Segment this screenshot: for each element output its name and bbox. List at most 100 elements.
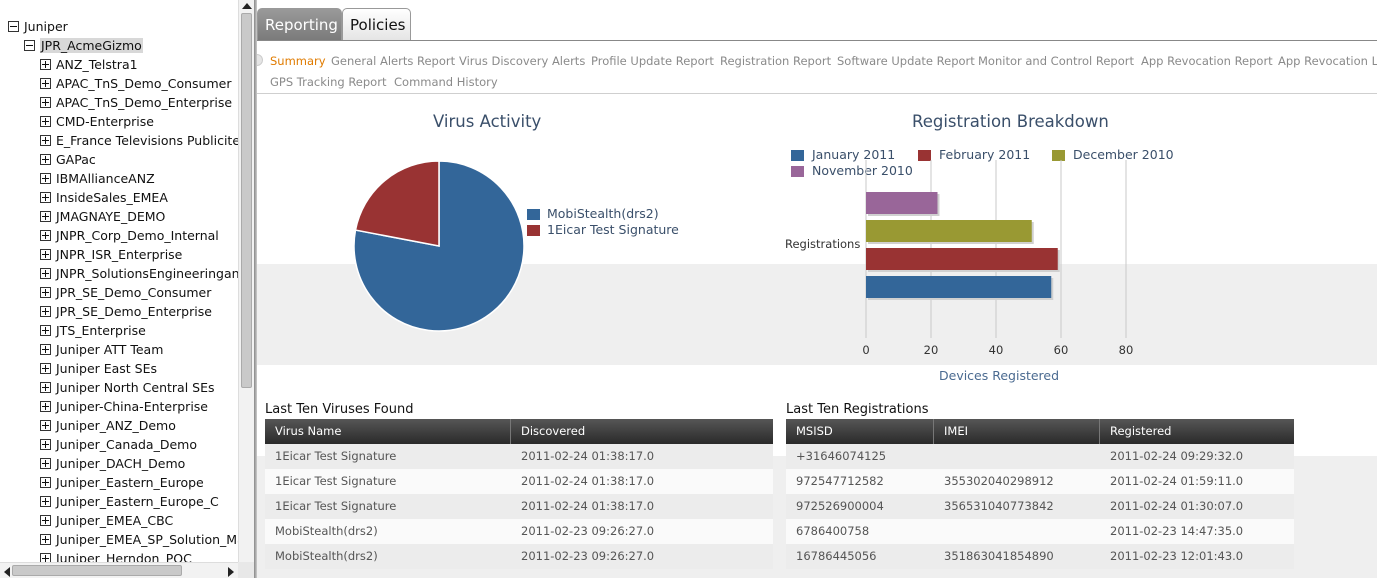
scroll-thumb[interactable] — [241, 13, 252, 388]
expand-icon[interactable] — [40, 116, 51, 127]
tree-node[interactable]: Juniper North Central SEs — [40, 378, 215, 397]
tree-node[interactable]: Juniper_ANZ_Demo — [40, 416, 176, 435]
tree-node[interactable]: APAC_TnS_Demo_Enterprise — [40, 93, 232, 112]
tree-node[interactable]: JPR_SE_Demo_Enterprise — [40, 302, 212, 321]
subnav-link[interactable]: Profile Update Report — [591, 54, 714, 68]
expand-icon[interactable] — [40, 439, 51, 450]
tree-node[interactable]: ANZ_Telstra1 — [40, 55, 138, 74]
table-row[interactable]: 972526900004 356531040773842 2011-02-24 01… — [786, 494, 1294, 519]
expand-icon[interactable] — [40, 401, 51, 412]
expand-icon[interactable] — [40, 325, 51, 336]
panel-splitter[interactable] — [254, 0, 257, 578]
tab-reporting[interactable]: Reporting — [257, 8, 342, 41]
subnav-link[interactable]: Registration Report — [720, 54, 832, 68]
expand-icon[interactable] — [40, 496, 51, 507]
tree-node-selected[interactable]: JPR_AcmeGizmo — [24, 36, 143, 55]
subnav-link[interactable]: Monitor and Control Report — [978, 54, 1135, 68]
tree-node[interactable]: E_France Televisions Publicite — [40, 131, 238, 150]
table-row[interactable]: +31646074125 2011-02-24 09:29:32.0 — [786, 444, 1294, 469]
table-row[interactable]: MobiStealth(drs2) 2011-02-23 09:26:27.0 — [265, 519, 773, 544]
bar[interactable] — [866, 276, 1052, 298]
tree-node[interactable]: Juniper ATT Team — [40, 340, 163, 359]
column-header-discovered[interactable]: Discovered — [521, 424, 586, 438]
subnav-link[interactable]: App Revocation Li — [1278, 54, 1377, 68]
tree-node[interactable]: Juniper_Eastern_Europe — [40, 473, 204, 492]
subnav-link[interactable]: GPS Tracking Report — [270, 75, 387, 89]
expand-icon[interactable] — [40, 477, 51, 488]
expand-icon[interactable] — [40, 154, 51, 165]
expand-icon[interactable] — [40, 287, 51, 298]
bar[interactable] — [866, 220, 1032, 242]
expand-icon[interactable] — [40, 420, 51, 431]
table-row[interactable]: 1Eicar Test Signature 2011-02-24 01:38:17… — [265, 444, 773, 469]
collapse-icon[interactable] — [24, 40, 35, 51]
bar[interactable] — [866, 248, 1058, 270]
expand-icon[interactable] — [40, 268, 51, 279]
expand-icon[interactable] — [40, 382, 51, 393]
expand-icon[interactable] — [40, 135, 51, 146]
tree-node[interactable]: Juniper_Herndon_POC — [40, 549, 192, 562]
tree-node[interactable]: JNPR_SolutionsEngineeringand — [40, 264, 238, 283]
scroll-up-icon[interactable] — [242, 3, 252, 9]
expand-icon[interactable] — [40, 344, 51, 355]
tree-node[interactable]: IBMAllianceANZ — [40, 169, 155, 188]
subnav-link[interactable]: Software Update Report — [837, 54, 975, 68]
tree-node[interactable]: APAC_TnS_Demo_Consumer — [40, 74, 231, 93]
tree-horizontal-scrollbar[interactable] — [0, 562, 238, 578]
column-header-msisd[interactable]: MSISD — [786, 419, 934, 444]
expand-icon[interactable] — [40, 230, 51, 241]
table-row[interactable]: 6786400758 2011-02-23 14:47:35.0 — [786, 519, 1294, 544]
tree-node[interactable]: JNPR_ISR_Enterprise — [40, 245, 182, 264]
expand-icon[interactable] — [40, 173, 51, 184]
subnav-link[interactable]: General Alerts Report — [331, 54, 456, 68]
tree-vertical-scrollbar[interactable] — [238, 0, 254, 562]
subnav-link[interactable]: Virus Discovery Alerts — [459, 54, 586, 68]
expand-icon[interactable] — [40, 59, 51, 70]
table-row[interactable]: 1Eicar Test Signature 2011-02-24 01:38:17… — [265, 494, 773, 519]
column-header-virus-name[interactable]: Virus Name — [265, 419, 511, 444]
expand-icon[interactable] — [40, 553, 51, 562]
expand-icon[interactable] — [40, 78, 51, 89]
scroll-right-icon[interactable] — [228, 567, 234, 577]
bar[interactable] — [866, 192, 938, 214]
subnav-link[interactable]: Summary — [270, 54, 326, 68]
tree-node[interactable]: JPR_SE_Demo_Consumer — [40, 283, 211, 302]
expand-icon[interactable] — [40, 458, 51, 469]
table-row[interactable]: MobiStealth(drs2) 2011-02-23 09:26:27.0 — [265, 544, 773, 569]
expand-icon[interactable] — [40, 211, 51, 222]
expand-icon[interactable] — [40, 515, 51, 526]
tree-node[interactable]: Juniper_EMEA_CBC — [40, 511, 173, 530]
column-header-registered[interactable]: Registered — [1110, 424, 1172, 438]
tree-node[interactable]: GAPac — [40, 150, 96, 169]
pie-slice[interactable] — [353, 160, 525, 332]
tab-policies[interactable]: Policies — [342, 8, 411, 41]
tree-node[interactable]: CMD-Enterprise — [40, 112, 154, 131]
table-row[interactable]: 1Eicar Test Signature 2011-02-24 01:38:17… — [265, 469, 773, 494]
expand-icon[interactable] — [40, 192, 51, 203]
tree-node[interactable]: JMAGNAYE_DEMO — [40, 207, 165, 226]
tree-node[interactable]: Juniper-China-Enterprise — [40, 397, 208, 416]
table-row[interactable]: 972547712582 355302040298912 2011-02-24 01… — [786, 469, 1294, 494]
tree-node[interactable]: Juniper East SEs — [40, 359, 157, 378]
tree-node[interactable]: Juniper_Canada_Demo — [40, 435, 197, 454]
scroll-thumb[interactable] — [12, 565, 182, 576]
tree-root-node[interactable]: Juniper — [8, 17, 68, 36]
collapse-icon[interactable] — [8, 21, 19, 32]
tree-node[interactable]: JNPR_Corp_Demo_Internal — [40, 226, 219, 245]
tree-node[interactable]: InsideSales_EMEA — [40, 188, 168, 207]
subnav-link[interactable]: App Revocation Report — [1141, 54, 1273, 68]
column-header-imei[interactable]: IMEI — [934, 419, 1100, 444]
subnav-link[interactable]: Command History — [394, 75, 498, 89]
expand-icon[interactable] — [40, 97, 51, 108]
scroll-left-icon[interactable] — [4, 567, 10, 577]
table-row[interactable]: 16786445056 351863041854890 2011-02-23 12:… — [786, 544, 1294, 569]
tree-node[interactable]: Juniper_DACH_Demo — [40, 454, 185, 473]
expand-icon[interactable] — [40, 249, 51, 260]
tree-node[interactable]: Juniper_Eastern_Europe_C — [40, 492, 219, 511]
expand-icon[interactable] — [40, 306, 51, 317]
pie-slice[interactable] — [354, 160, 440, 247]
expand-icon[interactable] — [40, 534, 51, 545]
tree-node[interactable]: JTS_Enterprise — [40, 321, 146, 340]
expand-icon[interactable] — [40, 363, 51, 374]
tree-node[interactable]: Juniper_EMEA_SP_Solution_Ma — [40, 530, 238, 549]
